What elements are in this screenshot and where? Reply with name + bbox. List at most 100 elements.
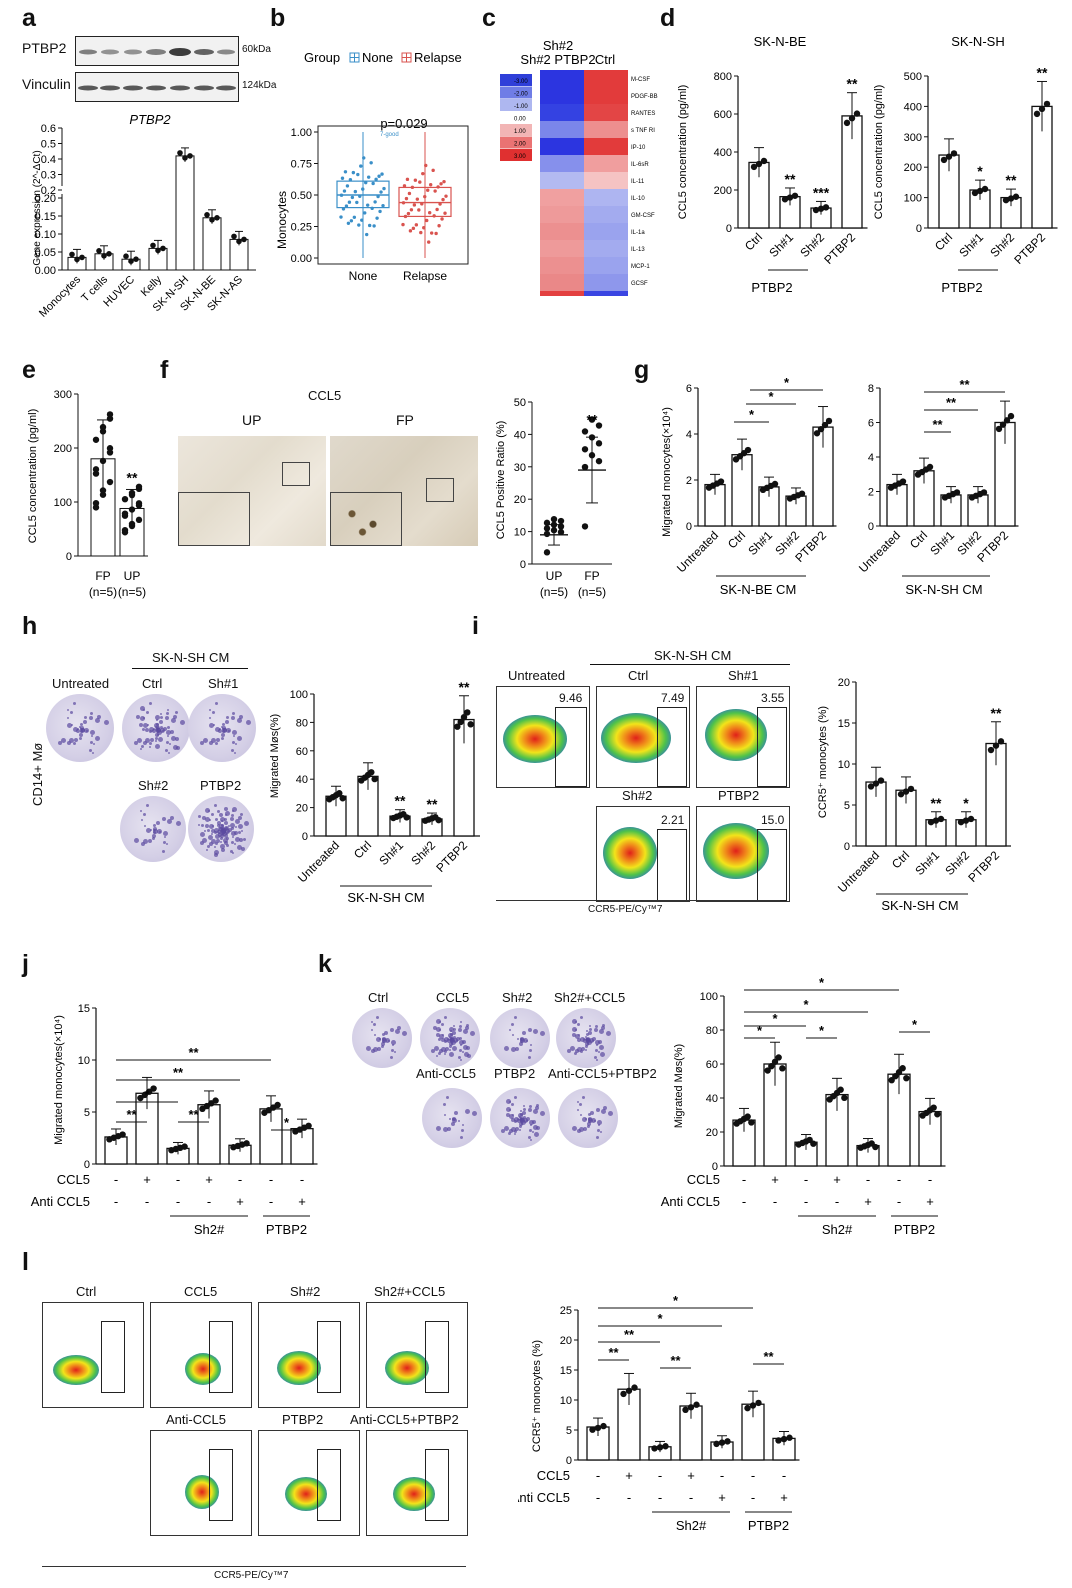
data-point [786, 194, 794, 201]
data-point [401, 222, 405, 227]
x-tick-label: Ctrl [351, 838, 374, 861]
data-point [1007, 195, 1015, 202]
data-point [718, 1439, 726, 1446]
data-point [438, 202, 442, 206]
data-point [953, 489, 961, 496]
group-label: PTBP2 [748, 1518, 789, 1533]
data-point [371, 181, 375, 186]
data-point [369, 161, 373, 165]
y-axis-label: CCL5 concentration (pg/ml) [677, 85, 689, 220]
treatment-sign: - [804, 1194, 808, 1209]
scale-swatch [500, 149, 532, 161]
data-point [1043, 100, 1051, 108]
heatmap-cell [584, 155, 628, 172]
heatmap-cell [584, 223, 628, 240]
significance-label: ** [1037, 64, 1048, 80]
chart-b: Group None Relapse p=0.029 Monocytes 7-g… [275, 50, 469, 283]
treatment-sign: - [773, 1194, 777, 1209]
data-point [92, 499, 100, 507]
data-point [897, 791, 905, 798]
treatment-sign: + [687, 1468, 695, 1483]
legend-title: Group [304, 50, 340, 65]
flow-cytometry-plot [150, 1430, 252, 1536]
treatment-sign: - [596, 1490, 600, 1505]
data-point [187, 153, 193, 159]
data-point [415, 197, 420, 201]
significance-label: * [284, 1115, 290, 1130]
significance-label: * [819, 975, 825, 990]
p-value: p=0.029 [380, 116, 427, 131]
data-point [812, 206, 820, 214]
well-label: Untreated [52, 676, 110, 691]
data-point [822, 204, 830, 211]
data-point [588, 452, 596, 459]
data-point [403, 214, 408, 219]
y-tick-label: 0.4 [41, 154, 56, 166]
data-point [433, 189, 437, 193]
treatment-sign: + [780, 1490, 788, 1505]
data-point [373, 200, 377, 204]
treatment-sign: + [205, 1172, 213, 1187]
data-point [412, 203, 417, 207]
y-tick-label: 2 [868, 487, 874, 499]
data-point [1012, 193, 1020, 200]
data-point [363, 211, 367, 215]
y-axis-label: Migrated monocytes(×10⁴) [661, 407, 673, 537]
treatment-sign: - [689, 1490, 693, 1505]
y-tick-label: 0.75 [291, 159, 312, 171]
data-point [372, 224, 376, 228]
data-point [427, 240, 431, 244]
heatmap-cell [540, 257, 584, 274]
data-point [713, 1440, 720, 1448]
data-point [791, 192, 799, 199]
y-tick-label: 0.05 [35, 247, 56, 259]
significance-label: ** [932, 417, 943, 432]
data-point [588, 434, 596, 441]
data-point [940, 156, 948, 164]
data-point [427, 211, 432, 215]
x-tick-label: Ctrl [742, 230, 765, 253]
significance-label: ** [670, 1353, 681, 1368]
flow-label: Anti-CCL5 [166, 1412, 226, 1427]
heatmap-row-label: GCSF [631, 281, 648, 287]
y-tick-label: 0 [84, 1159, 90, 1171]
data-point [424, 163, 428, 168]
heatmap-cell [584, 189, 628, 206]
heatmap-cell [540, 291, 584, 296]
x-tick-label: Untreated [835, 848, 882, 895]
data-point [1002, 196, 1010, 204]
significance-label: * [803, 997, 809, 1012]
data-point [146, 1088, 153, 1095]
data-point [980, 489, 988, 496]
data-point [997, 738, 1005, 745]
data-point [92, 466, 100, 473]
data-point [595, 422, 603, 429]
heatmap-cell [540, 104, 584, 121]
treatment-sign: - [751, 1468, 755, 1483]
chart-e: CCL5 concentration (pg/ml) FP UP (n=5) (… [27, 389, 148, 599]
data-point [995, 425, 1003, 433]
data-point [99, 423, 107, 431]
flow-label: Sh#2 [290, 1284, 321, 1299]
heatmap-cell [540, 70, 584, 87]
treatment-label: CCL5 [57, 1172, 90, 1187]
data-point [411, 226, 416, 231]
significance-label: * [977, 163, 983, 179]
data-point [843, 119, 851, 127]
data-point [423, 194, 427, 199]
data-point [786, 1434, 793, 1441]
transwell-image [122, 694, 190, 762]
data-point [981, 185, 989, 193]
y-tick-label: 15 [560, 1365, 572, 1377]
significance-label: * [749, 407, 755, 422]
treatment-sign: - [742, 1172, 746, 1187]
y-tick-label: 0 [726, 223, 732, 235]
data-point [414, 223, 419, 227]
data-point [379, 190, 383, 194]
treatment-sign: + [718, 1490, 726, 1505]
flow-cytometry-plot: 2.21 [596, 806, 690, 902]
data-point [744, 1113, 751, 1120]
significance-label: ** [763, 1349, 774, 1364]
y-tick-label: 0.00 [291, 253, 312, 265]
